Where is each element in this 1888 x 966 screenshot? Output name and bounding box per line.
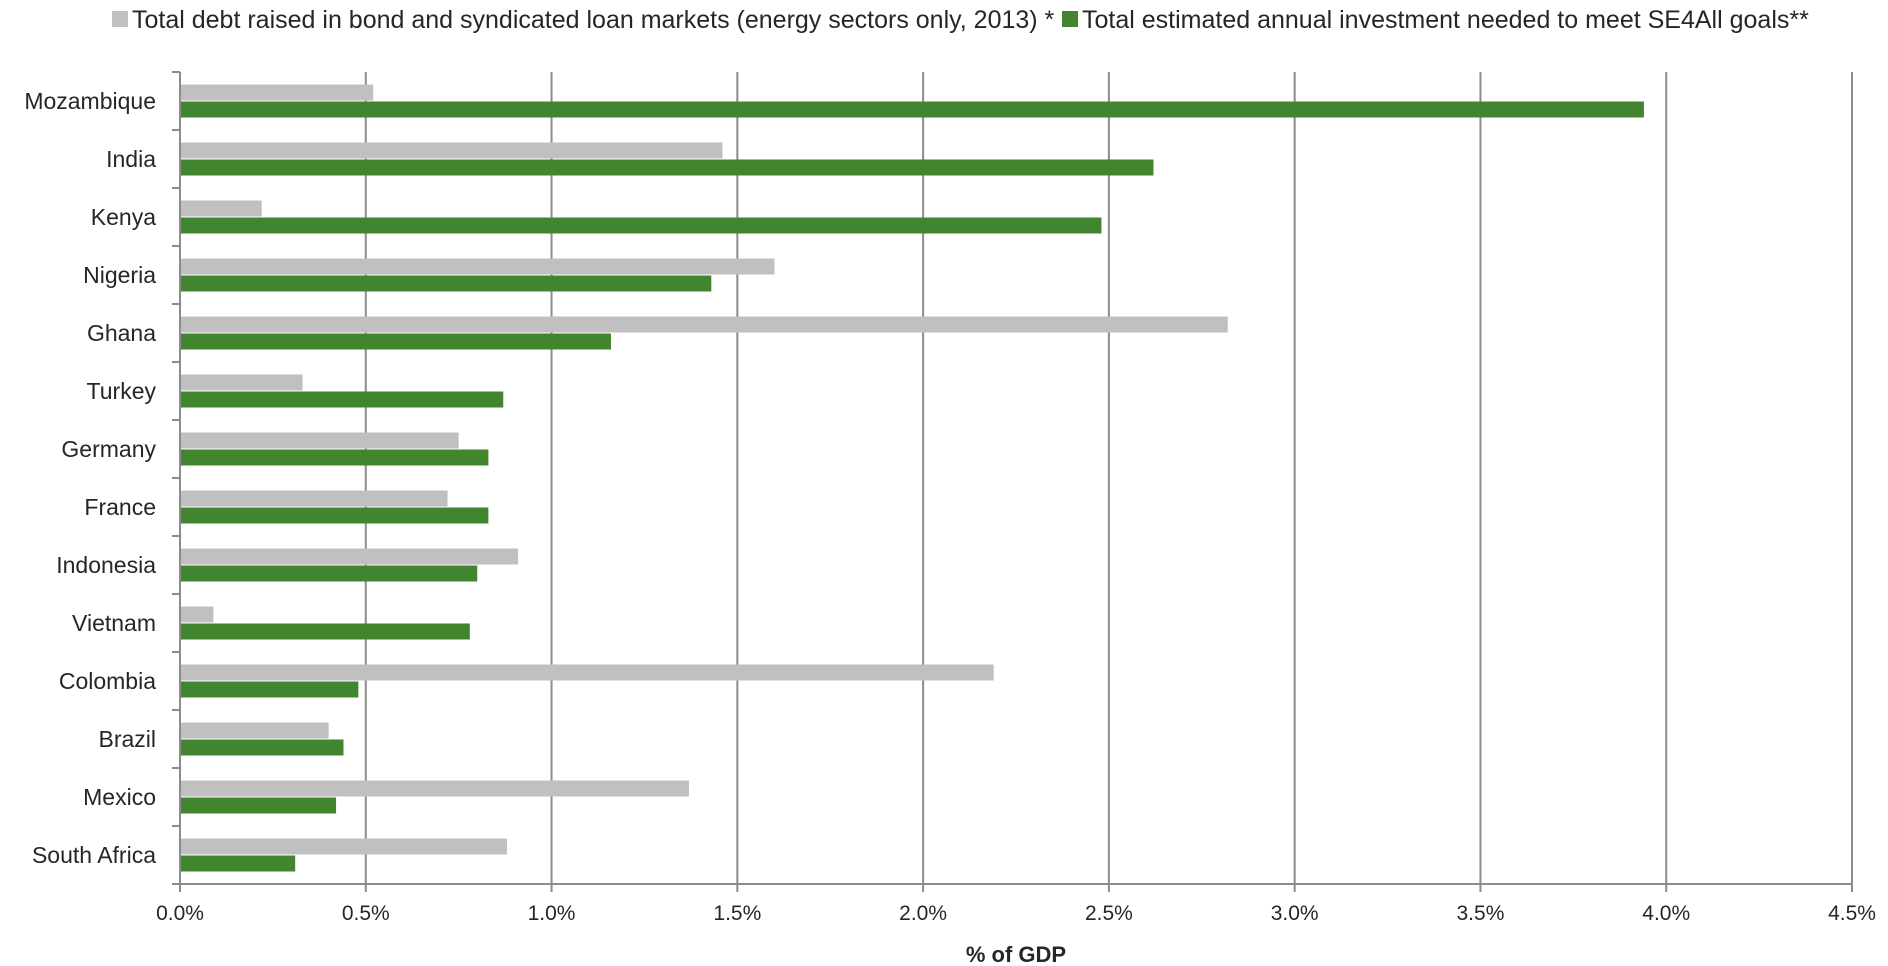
axes	[172, 71, 1852, 885]
x-tick-label: 3.0%	[1271, 902, 1319, 925]
x-tick-label: 0.0%	[156, 902, 204, 925]
bar-investment-needed	[180, 739, 344, 756]
bar-investment-needed	[180, 391, 504, 408]
bar-debt-raised	[180, 606, 214, 623]
bar-debt-raised	[180, 84, 374, 101]
bar-investment-needed	[180, 623, 470, 640]
x-axis-title: % of GDP	[966, 942, 1066, 966]
x-tick-label: 1.0%	[528, 902, 576, 925]
legend-label-debt: Total debt raised in bond and syndicated…	[132, 6, 1055, 34]
bar-debt-raised	[180, 432, 459, 449]
bar-investment-needed	[180, 159, 1154, 176]
bar-debt-raised	[180, 838, 507, 855]
bars	[180, 84, 1644, 872]
bar-investment-needed	[180, 275, 712, 292]
category-label: Germany	[61, 436, 156, 462]
category-label: Turkey	[87, 378, 157, 404]
bar-investment-needed	[180, 855, 296, 872]
bar-investment-needed	[180, 797, 337, 814]
bar-debt-raised	[180, 200, 262, 217]
bar-investment-needed	[180, 333, 612, 350]
gridlines	[179, 72, 1853, 892]
bar-debt-raised	[180, 258, 775, 275]
bar-debt-raised	[180, 142, 723, 159]
bar-investment-needed	[180, 565, 478, 582]
x-tick-label: 0.5%	[342, 902, 390, 925]
bar-investment-needed	[180, 449, 489, 466]
category-label: Vietnam	[72, 610, 156, 636]
legend-label-investment: Total estimated annual investment needed…	[1082, 6, 1809, 34]
bar-debt-raised	[180, 548, 519, 565]
x-tick-label: 2.0%	[899, 902, 947, 925]
bar-investment-needed	[180, 681, 359, 698]
x-tick-label: 2.5%	[1085, 902, 1133, 925]
category-label: France	[84, 494, 156, 520]
category-labels: Mozambique India Kenya Nigeria Ghana Turkey Ge…	[24, 88, 156, 868]
x-tick-label: 1.5%	[713, 902, 761, 925]
x-tick-label: 3.5%	[1457, 902, 1505, 925]
category-label: Colombia	[59, 668, 156, 694]
bar-debt-raised	[180, 664, 994, 681]
category-label: Nigeria	[83, 262, 156, 288]
category-label: Brazil	[98, 726, 156, 752]
category-label: Indonesia	[56, 552, 156, 578]
category-label: Kenya	[91, 204, 156, 230]
category-label: Ghana	[87, 320, 156, 346]
category-label: India	[106, 146, 156, 172]
legend-swatch-debt	[112, 11, 128, 27]
x-tick-label: 4.0%	[1642, 902, 1690, 925]
legend: Total debt raised in bond and syndicated…	[112, 6, 1809, 34]
bar-debt-raised	[180, 780, 690, 797]
bar-investment-needed	[180, 217, 1102, 234]
bar-debt-raised	[180, 316, 1228, 333]
category-label: Mozambique	[24, 88, 156, 114]
bar-investment-needed	[180, 507, 489, 524]
category-label: Mexico	[83, 784, 156, 810]
category-label: South Africa	[32, 842, 156, 868]
legend-swatch-investment	[1062, 11, 1078, 27]
bar-debt-raised	[180, 722, 329, 739]
x-tick-label: 4.5%	[1828, 902, 1876, 925]
bar-debt-raised	[180, 374, 303, 391]
bar-debt-raised	[180, 490, 448, 507]
tick-labels: 0.0% 0.5% 1.0% 1.5% 2.0% 2.5% 3.0% 3.5% 4.0% 4.5%	[156, 902, 1876, 925]
bar-investment-needed	[180, 101, 1644, 118]
